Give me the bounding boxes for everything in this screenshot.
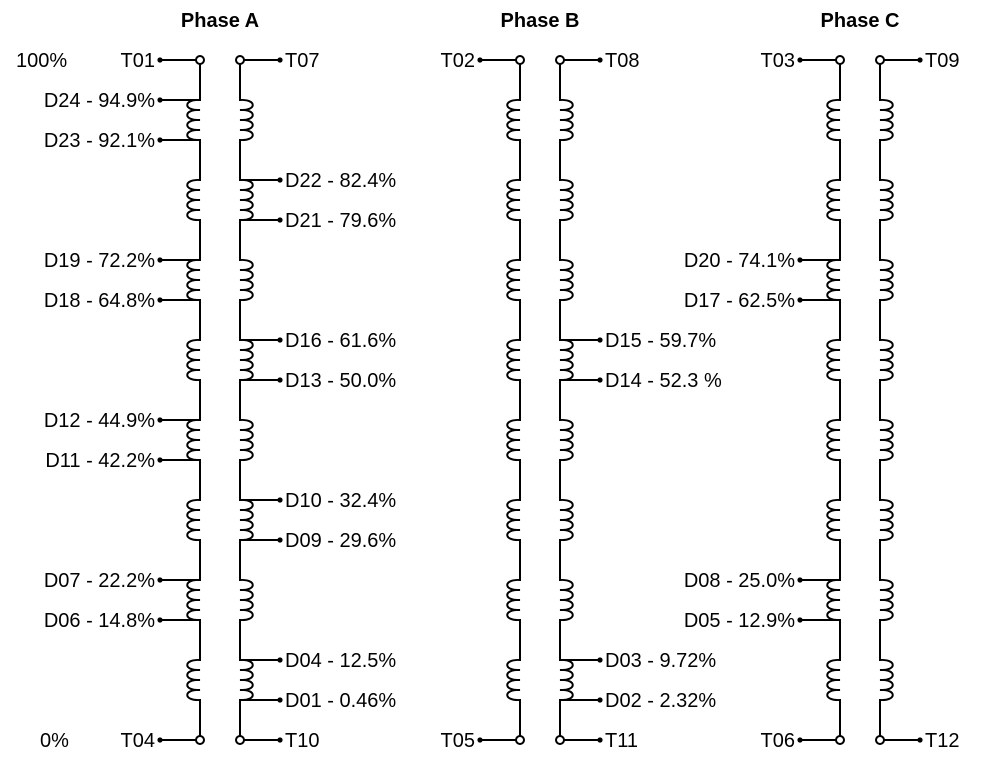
phase-a-right-tap-dot bbox=[277, 377, 283, 383]
phase-c-bottom-left-terminal-dot bbox=[797, 737, 803, 743]
phase-a-top-right-terminal-ring bbox=[235, 55, 245, 65]
phase-c-top-right-terminal-ring bbox=[875, 55, 885, 65]
scale-bottom-label: 0% bbox=[40, 730, 69, 752]
phase-c-bottom-left-terminal: T06 bbox=[761, 730, 795, 752]
phase-a-bottom-left-terminal-ring bbox=[195, 735, 205, 745]
phase-c-top-left-terminal: T03 bbox=[761, 50, 795, 72]
phase-a-top-left-terminal-ring bbox=[195, 55, 205, 65]
phase-c-top-right-terminal-dot bbox=[917, 57, 923, 63]
phase-a-left-tap-dot bbox=[157, 617, 163, 623]
phase-b-bottom-right-terminal: T11 bbox=[605, 730, 638, 752]
phase-c-bottom-right-terminal: T12 bbox=[925, 730, 959, 752]
windings-layer bbox=[157, 55, 923, 745]
phase-a-left-tap-label: D24 - 94.9% bbox=[44, 90, 155, 112]
phase-c-left-tap-label: D17 - 62.5% bbox=[684, 290, 795, 312]
phase-b-top-left-terminal-dot bbox=[477, 57, 483, 63]
phase-b-right-tap-label: D14 - 52.3 % bbox=[605, 370, 722, 392]
phase-a-right-tap-label: D01 - 0.46% bbox=[285, 690, 396, 712]
phase-a-top-left-terminal: T01 bbox=[121, 50, 155, 72]
phase-a-left-tap-dot bbox=[157, 97, 163, 103]
phase-a-bottom-right-terminal-dot bbox=[277, 737, 283, 743]
phase-b-right-tap-dot bbox=[597, 377, 603, 383]
phase-a-right-tap-dot bbox=[277, 217, 283, 223]
phase-a-right-tap-label: D22 - 82.4% bbox=[285, 170, 396, 192]
phase-a-left-tap-label: D12 - 44.9% bbox=[44, 410, 155, 432]
phase-b-right-tap-label: D03 - 9.72% bbox=[605, 650, 716, 672]
phase-a-top-right-terminal-dot bbox=[277, 57, 283, 63]
phase-a-bottom-left-terminal: T04 bbox=[121, 730, 155, 752]
phase-b-top-right-terminal: T08 bbox=[605, 50, 639, 72]
phase-c-left-tap-label: D20 - 74.1% bbox=[684, 250, 795, 272]
phase-a-left-tap-label: D11 - 42.2% bbox=[45, 450, 155, 472]
phase-a-right-tap-label: D09 - 29.6% bbox=[285, 530, 396, 552]
phase-b-right-tap-dot bbox=[597, 337, 603, 343]
phase-a-right-tap-label: D16 - 61.6% bbox=[285, 330, 396, 352]
phase-b-bottom-right-terminal-ring bbox=[555, 735, 565, 745]
phase-a-right-tap-dot bbox=[277, 697, 283, 703]
phase-a-right-tap-dot bbox=[277, 337, 283, 343]
phase-a-right-winding-coil bbox=[239, 64, 254, 736]
phase-c-right-winding-coil bbox=[879, 64, 894, 736]
phase-b-bottom-left-terminal-ring bbox=[515, 735, 525, 745]
phase-b-top-left-terminal-ring bbox=[515, 55, 525, 65]
phase-a-bottom-right-terminal-ring bbox=[235, 735, 245, 745]
phase-a-right-tap-dot bbox=[277, 177, 283, 183]
phase-a-left-tap-dot bbox=[157, 417, 163, 423]
phase-c-top-right-terminal: T09 bbox=[925, 50, 959, 72]
phase-a-left-winding-coil bbox=[186, 64, 201, 736]
scale-top-label: 100% bbox=[16, 50, 67, 72]
phase-c-left-tap-label: D08 - 25.0% bbox=[684, 570, 795, 592]
phase-a-title: Phase A bbox=[181, 10, 259, 32]
phase-a-right-tap-label: D04 - 12.5% bbox=[285, 650, 396, 672]
phase-c-bottom-left-terminal-ring bbox=[835, 735, 845, 745]
phase-b-top-right-terminal-ring bbox=[555, 55, 565, 65]
phase-a-right-tap-label: D10 - 32.4% bbox=[285, 490, 396, 512]
phase-a-bottom-right-terminal: T10 bbox=[285, 730, 319, 752]
phase-c-left-tap-label: D05 - 12.9% bbox=[684, 610, 795, 632]
phase-a-left-tap-label: D18 - 64.8% bbox=[44, 290, 155, 312]
phase-c-bottom-right-terminal-ring bbox=[875, 735, 885, 745]
phase-c-left-tap-dot bbox=[797, 297, 803, 303]
phase-c-top-left-terminal-dot bbox=[797, 57, 803, 63]
phase-a-top-left-terminal-dot bbox=[157, 57, 163, 63]
phase-b-left-winding-coil bbox=[506, 64, 521, 736]
phase-a-left-tap-label: D19 - 72.2% bbox=[44, 250, 155, 272]
phase-c-left-tap-dot bbox=[797, 577, 803, 583]
phase-c-top-left-terminal-ring bbox=[835, 55, 845, 65]
phase-a-left-tap-label: D06 - 14.8% bbox=[44, 610, 155, 632]
phase-a-right-tap-dot bbox=[277, 657, 283, 663]
phase-a-left-tap-dot bbox=[157, 297, 163, 303]
phase-a-left-tap-dot bbox=[157, 457, 163, 463]
phase-b-right-tap-dot bbox=[597, 657, 603, 663]
phase-b-top-left-terminal: T02 bbox=[441, 50, 475, 72]
phase-a-right-tap-label: D21 - 79.6% bbox=[285, 210, 396, 232]
phase-a-bottom-left-terminal-dot bbox=[157, 737, 163, 743]
phase-b-right-tap-label: D02 - 2.32% bbox=[605, 690, 716, 712]
phase-c-left-tap-dot bbox=[797, 617, 803, 623]
phase-a-left-tap-label: D07 - 22.2% bbox=[44, 570, 155, 592]
phase-a-top-right-terminal: T07 bbox=[285, 50, 319, 72]
phase-c-left-winding-coil bbox=[826, 64, 841, 736]
phase-b-title: Phase B bbox=[501, 10, 580, 32]
phase-a-left-tap-dot bbox=[157, 257, 163, 263]
phase-b-right-tap-dot bbox=[597, 697, 603, 703]
phase-a-left-tap-dot bbox=[157, 577, 163, 583]
phase-b-bottom-right-terminal-dot bbox=[597, 737, 603, 743]
phase-b-bottom-left-terminal: T05 bbox=[441, 730, 475, 752]
phase-b-right-winding-coil bbox=[559, 64, 574, 736]
phase-a-right-tap-dot bbox=[277, 497, 283, 503]
phase-a-left-tap-label: D23 - 92.1% bbox=[44, 130, 155, 152]
phase-c-title: Phase C bbox=[821, 10, 900, 32]
phase-b-right-tap-label: D15 - 59.7% bbox=[605, 330, 716, 352]
phase-b-top-right-terminal-dot bbox=[597, 57, 603, 63]
phase-c-left-tap-dot bbox=[797, 257, 803, 263]
phase-a-right-tap-dot bbox=[277, 537, 283, 543]
phase-a-right-tap-label: D13 - 50.0% bbox=[285, 370, 396, 392]
phase-a-left-tap-dot bbox=[157, 137, 163, 143]
phase-c-bottom-right-terminal-dot bbox=[917, 737, 923, 743]
phase-b-bottom-left-terminal-dot bbox=[477, 737, 483, 743]
